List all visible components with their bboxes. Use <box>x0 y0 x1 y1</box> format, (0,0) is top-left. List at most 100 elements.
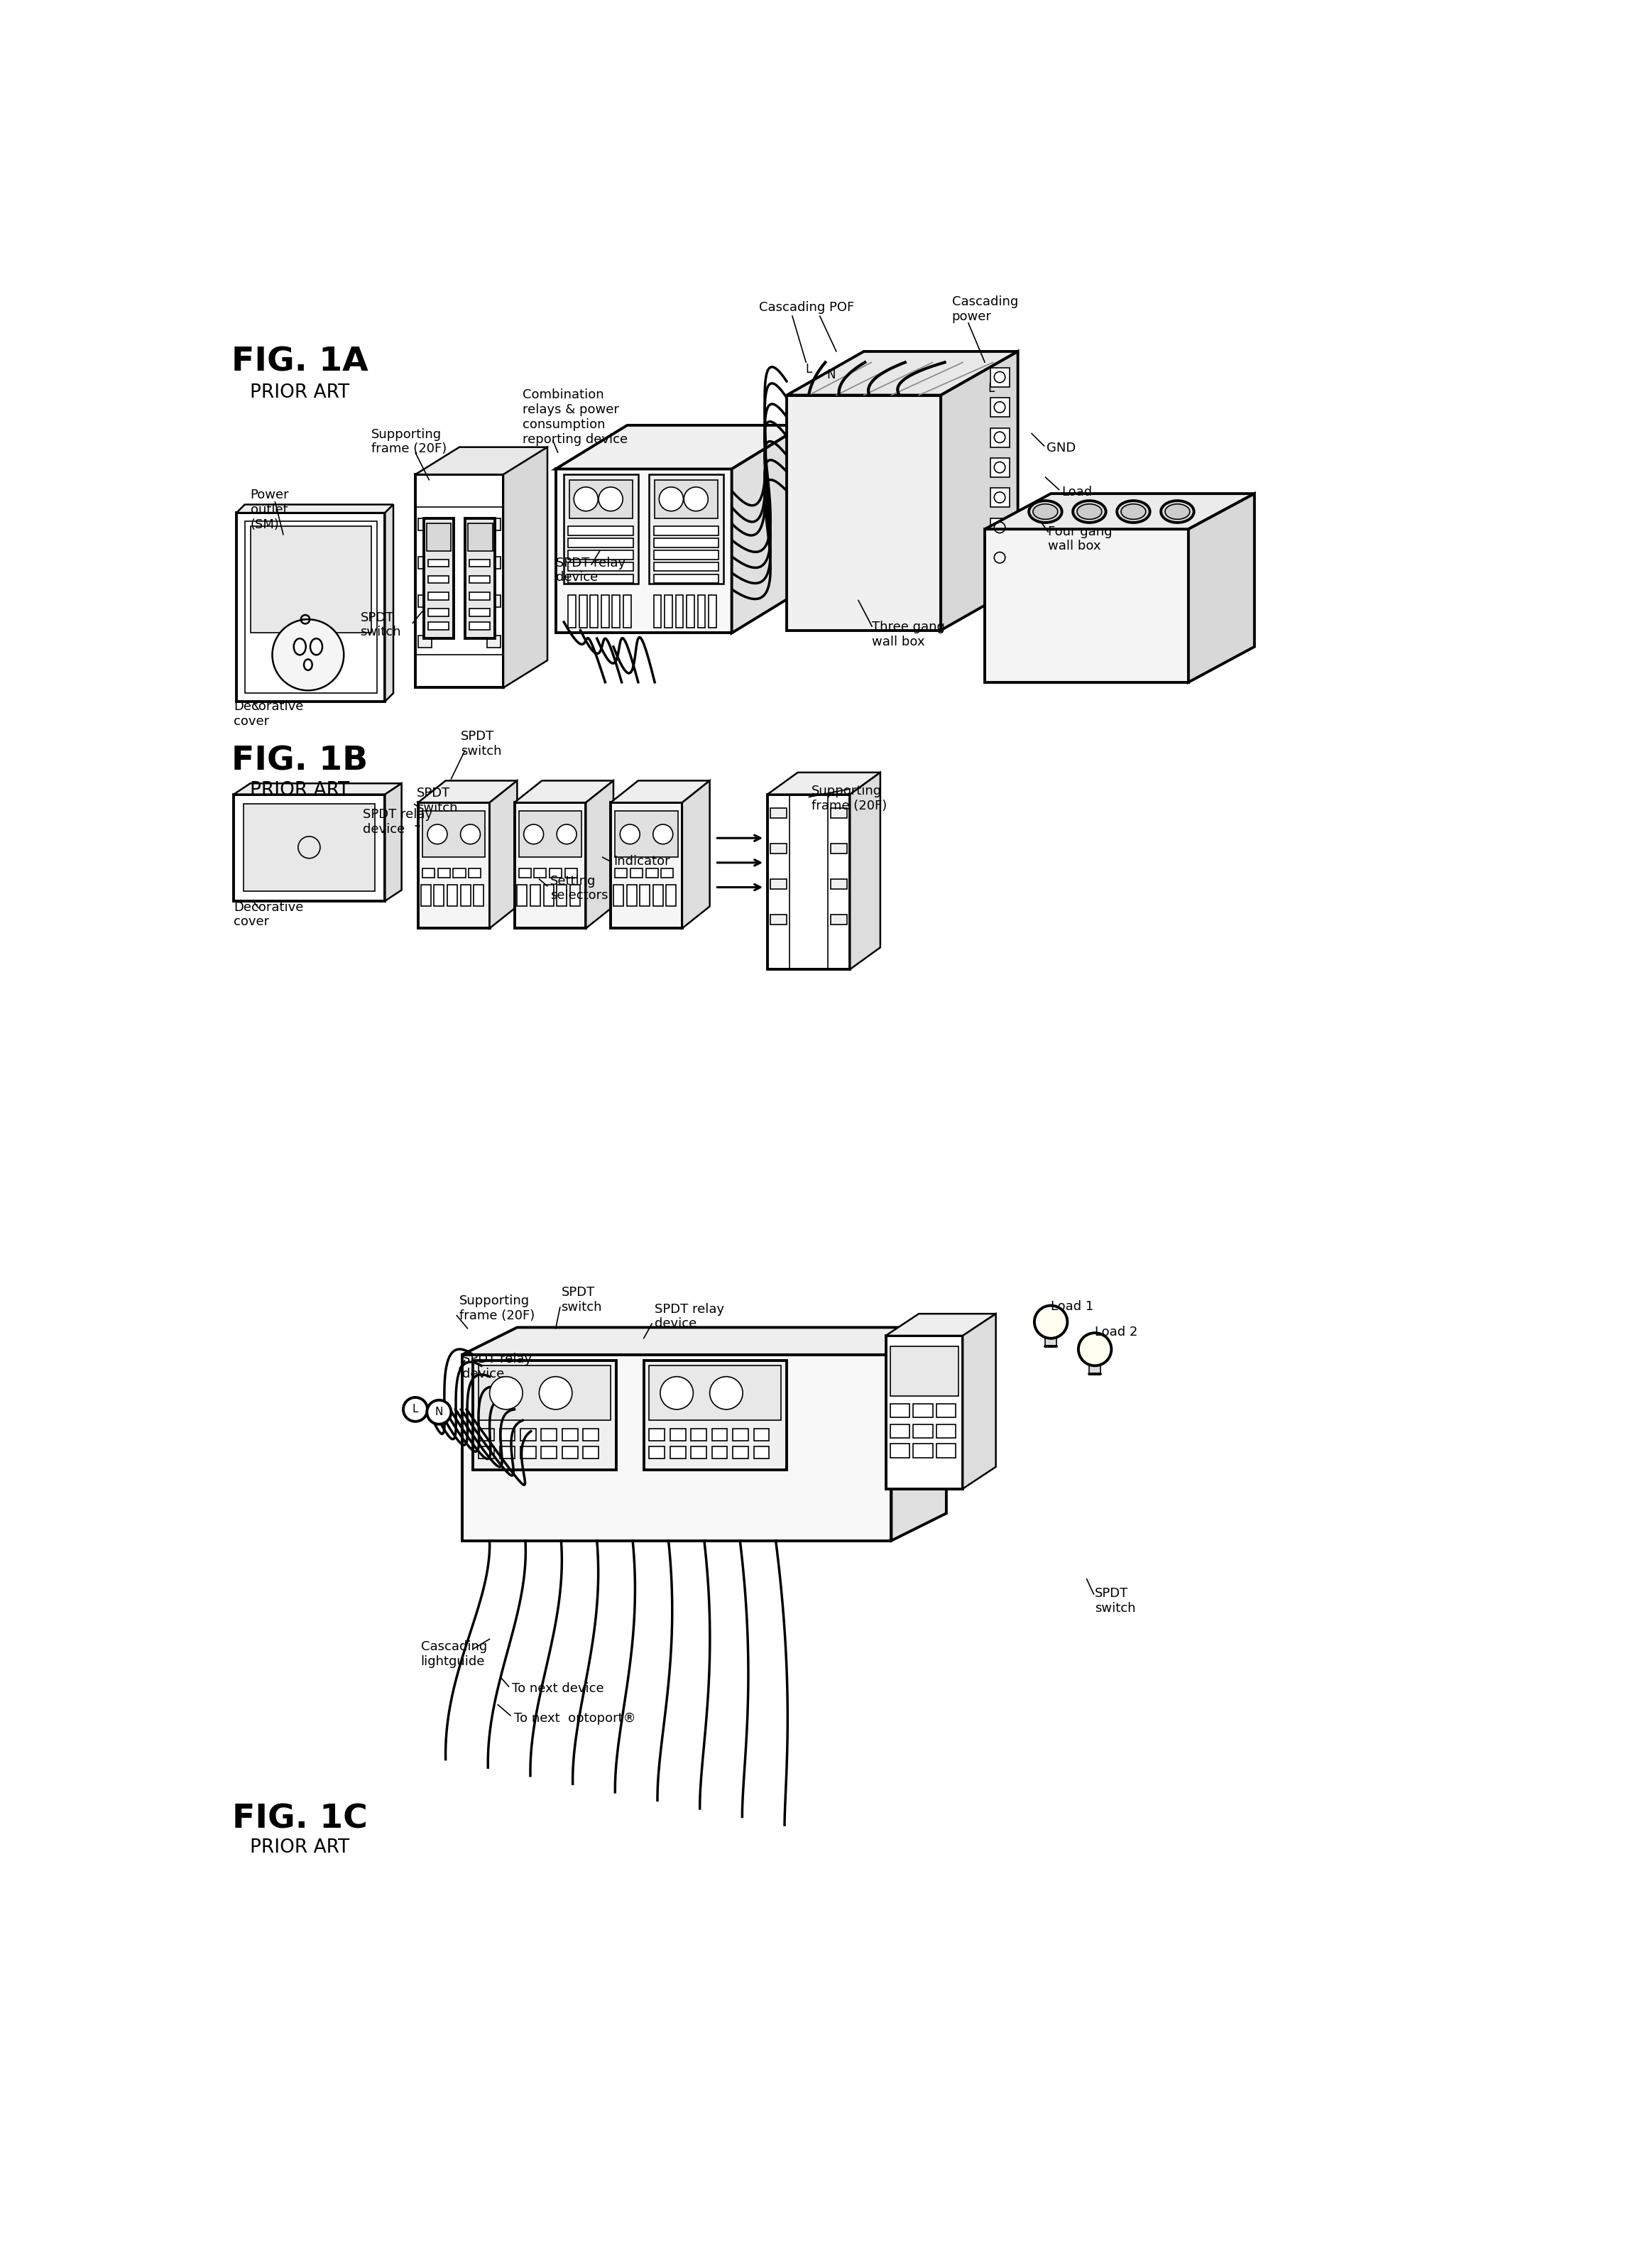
Bar <box>676 594 684 628</box>
Bar <box>544 885 554 907</box>
Bar <box>562 1447 578 1458</box>
Bar <box>418 517 431 531</box>
Bar <box>428 576 449 583</box>
Bar <box>770 914 786 925</box>
Bar <box>650 474 723 583</box>
Text: Load 2: Load 2 <box>1096 1325 1138 1338</box>
Text: Four gang
wall box: Four gang wall box <box>1048 526 1112 553</box>
Bar <box>469 621 490 631</box>
Bar <box>423 517 454 640</box>
Bar <box>591 594 597 628</box>
Bar <box>653 538 718 547</box>
Bar <box>711 1447 728 1458</box>
Bar <box>448 885 457 907</box>
Circle shape <box>272 619 344 689</box>
Polygon shape <box>786 352 1018 395</box>
Bar <box>661 869 674 878</box>
Bar <box>418 556 431 569</box>
Text: FIG. 1C: FIG. 1C <box>233 1803 368 1835</box>
Bar <box>518 885 527 907</box>
Polygon shape <box>586 780 614 928</box>
Bar <box>708 594 716 628</box>
Bar <box>891 1404 910 1418</box>
Bar <box>487 594 501 608</box>
Polygon shape <box>1188 494 1255 683</box>
Circle shape <box>684 488 708 510</box>
Bar <box>435 885 444 907</box>
Ellipse shape <box>293 640 306 655</box>
Circle shape <box>524 823 544 844</box>
Bar <box>640 885 650 907</box>
Circle shape <box>428 823 448 844</box>
Text: Decorative
cover: Decorative cover <box>234 701 303 728</box>
Circle shape <box>659 488 684 510</box>
Text: L: L <box>806 363 812 376</box>
Circle shape <box>599 488 624 510</box>
Bar <box>671 1447 685 1458</box>
Bar <box>891 1347 959 1395</box>
Bar <box>479 1429 493 1440</box>
Text: SPDT relay
device: SPDT relay device <box>555 556 625 583</box>
Polygon shape <box>386 782 402 900</box>
Bar <box>461 885 470 907</box>
Bar <box>474 1361 615 1470</box>
Bar <box>453 869 466 878</box>
Circle shape <box>661 1377 694 1408</box>
Bar <box>469 576 490 583</box>
Polygon shape <box>490 780 518 928</box>
Bar <box>653 574 718 583</box>
Bar <box>666 885 676 907</box>
Bar <box>687 594 694 628</box>
Bar <box>830 914 847 925</box>
Bar <box>913 1424 933 1438</box>
Bar <box>1045 1338 1057 1347</box>
Bar <box>646 869 658 878</box>
Text: Load: Load <box>1061 485 1092 499</box>
Circle shape <box>710 1377 742 1408</box>
Bar <box>244 522 376 694</box>
Bar <box>754 1447 768 1458</box>
Circle shape <box>539 1377 571 1408</box>
Polygon shape <box>418 780 518 803</box>
Bar <box>770 807 786 819</box>
Bar <box>474 885 484 907</box>
Bar <box>428 621 449 631</box>
Bar <box>469 592 490 599</box>
Text: To next  optoport®: To next optoport® <box>514 1712 637 1724</box>
Ellipse shape <box>1166 503 1190 519</box>
Bar <box>466 517 495 640</box>
Bar <box>615 810 677 857</box>
Bar <box>630 869 643 878</box>
Polygon shape <box>985 528 1188 683</box>
Text: Decorative
cover: Decorative cover <box>234 900 303 928</box>
Bar <box>428 592 449 599</box>
Bar <box>936 1445 956 1458</box>
Text: PRIOR ART: PRIOR ART <box>251 383 350 401</box>
Polygon shape <box>514 780 614 803</box>
Polygon shape <box>682 780 710 928</box>
Bar <box>550 869 562 878</box>
Bar <box>624 594 632 628</box>
Text: SPDT relay
device: SPDT relay device <box>462 1354 532 1381</box>
Bar <box>690 1429 707 1440</box>
Text: L: L <box>988 381 995 395</box>
Bar <box>770 880 786 889</box>
Bar <box>428 608 449 617</box>
Text: Supporting
frame (20F): Supporting frame (20F) <box>811 785 887 812</box>
Bar <box>568 574 633 583</box>
Bar <box>990 397 1009 417</box>
Bar <box>830 807 847 819</box>
Bar <box>990 549 1009 567</box>
Bar <box>664 594 672 628</box>
Bar <box>487 556 501 569</box>
Polygon shape <box>941 352 1018 631</box>
Circle shape <box>557 823 576 844</box>
Bar <box>568 551 633 560</box>
Bar <box>653 551 718 560</box>
Ellipse shape <box>1073 501 1105 522</box>
Bar <box>557 885 567 907</box>
Bar <box>733 1429 749 1440</box>
Bar <box>521 1447 536 1458</box>
Bar <box>469 608 490 617</box>
Bar <box>562 1429 578 1440</box>
